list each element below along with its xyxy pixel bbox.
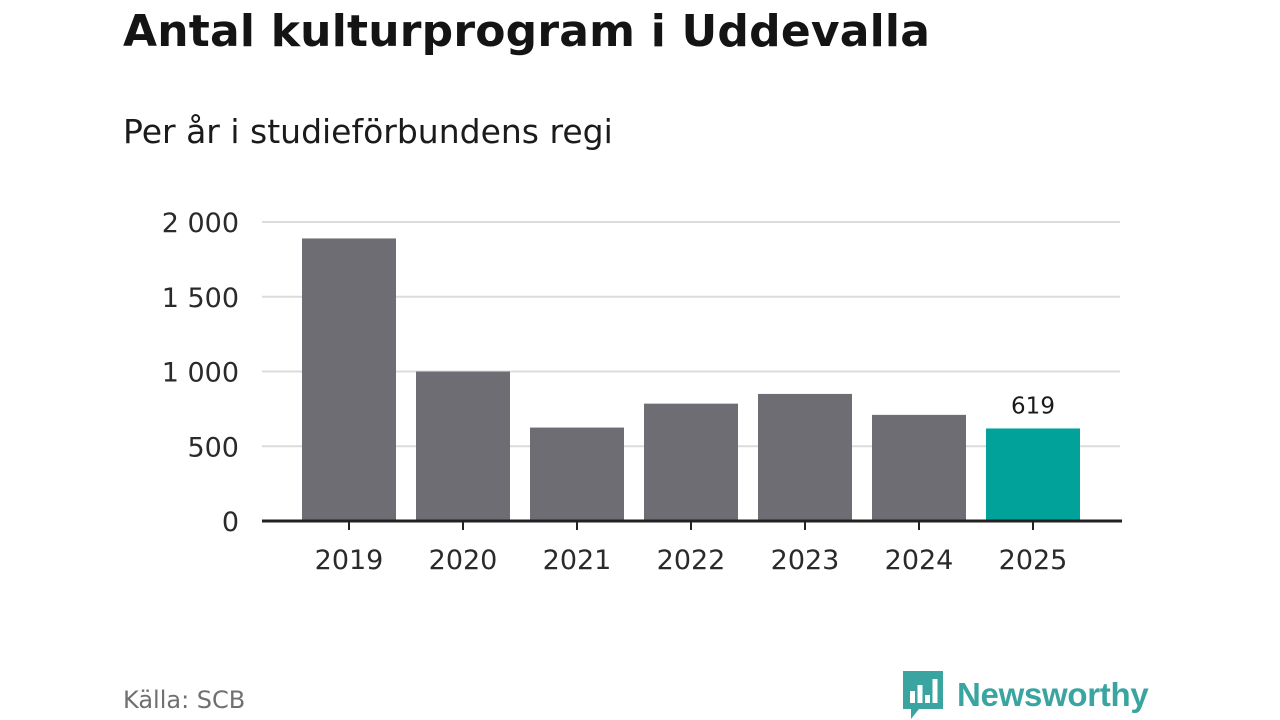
bar: [758, 393, 852, 521]
bar: [302, 238, 396, 521]
x-tick-label: 2023: [771, 545, 840, 576]
chart-title: Antal kulturprogram i Uddevalla: [123, 6, 931, 57]
bar: [416, 371, 510, 521]
x-tick-label: 2021: [543, 545, 612, 576]
brand-name: Newsworthy: [957, 676, 1149, 713]
y-tick-label: 1 500: [162, 283, 239, 314]
x-tick-label: 2022: [657, 545, 726, 576]
chart-subtitle: Per år i studieförbundens regi: [123, 112, 613, 151]
x-tick-label: 2020: [429, 545, 498, 576]
y-tick-label: 2 000: [162, 208, 239, 239]
data-label: 619: [1011, 393, 1055, 419]
bar-chart-speech-bubble-icon: [903, 671, 943, 719]
x-tick-label: 2024: [885, 545, 954, 576]
y-tick-label: 500: [187, 432, 239, 463]
bar: [644, 403, 738, 521]
bar: [530, 427, 624, 521]
y-tick-label: 1 000: [162, 358, 239, 389]
source-note: Källa: SCB: [123, 686, 246, 714]
bar-chart: 0 500 1 000 1 500 2 000 2019 2020 2021 2022 2023 2…: [162, 208, 1122, 576]
bar: [872, 414, 966, 521]
x-tick-label: 2019: [315, 545, 384, 576]
brand-logo: Newsworthy: [903, 670, 1149, 720]
x-tick-label: 2025: [999, 545, 1068, 576]
bar: [986, 428, 1080, 521]
y-tick-label: 0: [222, 507, 239, 538]
